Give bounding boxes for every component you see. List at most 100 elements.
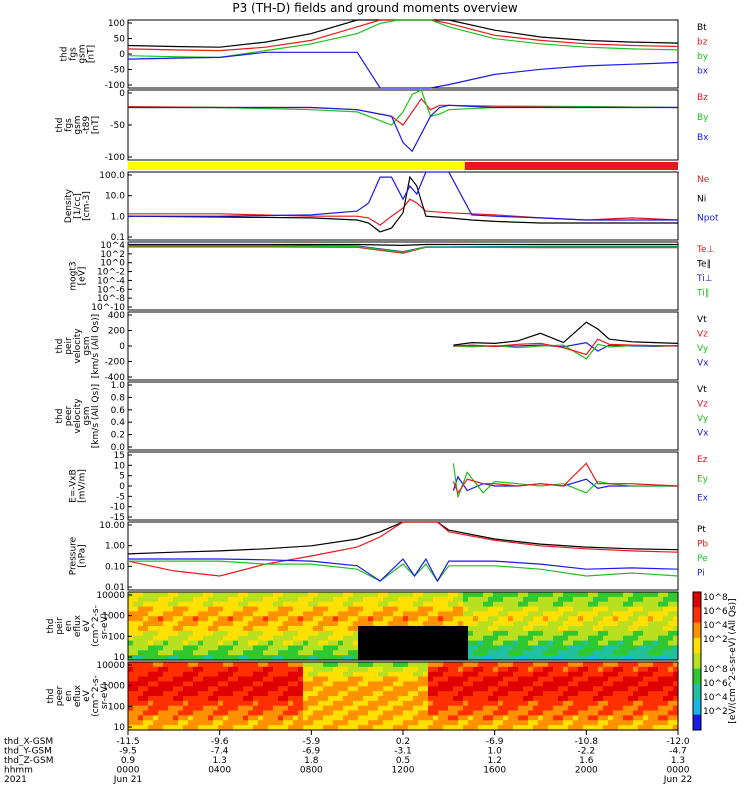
heatmap-cell <box>508 666 514 673</box>
y-axis-label: thdfgsgsm[nT] <box>60 44 97 63</box>
heatmap-cell <box>188 601 194 608</box>
heatmap-cell <box>228 686 234 692</box>
heatmap-cell <box>348 630 354 637</box>
panel-frame <box>127 521 679 591</box>
heatmap-cell <box>578 686 584 692</box>
heatmap-cell <box>308 650 314 656</box>
heatmap-cell <box>233 640 239 647</box>
heatmap-cell <box>243 715 249 721</box>
heatmap-cell <box>503 626 509 632</box>
heatmap-cell <box>308 710 314 717</box>
heatmap-cell <box>448 700 454 707</box>
heatmap-cell <box>138 650 144 656</box>
heatmap-cell <box>598 700 604 707</box>
heatmap-cell <box>623 710 629 717</box>
heatmap-cell <box>563 640 569 647</box>
heatmap-cell <box>163 710 169 717</box>
heatmap-cell <box>338 720 344 726</box>
heatmap-cell <box>503 601 509 608</box>
heatmap-cell <box>468 662 474 668</box>
heatmap-cell <box>313 671 319 678</box>
heatmap-cell <box>573 720 579 726</box>
heatmap-cell <box>503 681 509 687</box>
heatmap-cell <box>588 686 594 692</box>
heatmap-cell <box>448 671 454 678</box>
heatmap-cell <box>273 676 279 683</box>
heatmap-cell <box>448 715 454 721</box>
heatmap-cell <box>513 676 519 683</box>
heatmap-cell <box>663 626 669 632</box>
heatmap-cell <box>228 592 234 598</box>
heatmap-cell <box>158 662 164 668</box>
heatmap-cell <box>673 705 679 712</box>
heatmap-cell <box>158 715 164 721</box>
heatmap-cell <box>358 640 364 647</box>
heatmap-cell <box>233 691 239 697</box>
heatmap-cell <box>188 686 194 692</box>
heatmap-cell <box>323 650 329 656</box>
heatmap-cell <box>323 621 329 627</box>
heatmap-cell <box>368 705 374 712</box>
heatmap-cell <box>448 645 454 651</box>
heatmap-cell <box>413 710 419 717</box>
heatmap-cell <box>563 655 569 661</box>
heatmap-cell <box>593 666 599 673</box>
heatmap-cell <box>213 616 219 622</box>
heatmap-cell <box>628 715 634 721</box>
heatmap-cell <box>253 601 259 608</box>
heatmap-cell <box>423 662 429 668</box>
heatmap-cell <box>543 635 549 642</box>
heatmap-cell <box>443 611 449 617</box>
heatmap-cell <box>623 705 629 712</box>
heatmap-cell <box>588 650 594 656</box>
heatmap-cell <box>473 671 479 678</box>
heatmap-cell <box>558 650 564 656</box>
heatmap-cell <box>133 710 139 717</box>
heatmap-cell <box>213 635 219 642</box>
heatmap-cell <box>438 616 444 622</box>
heatmap-cell <box>228 691 234 697</box>
heatmap-cell <box>143 596 149 603</box>
heatmap-cell <box>558 655 564 661</box>
heatmap-cell <box>223 592 229 598</box>
heatmap-cell <box>323 720 329 726</box>
heatmap-cell <box>403 720 409 726</box>
heatmap-cell <box>353 696 359 702</box>
heatmap-cell <box>293 662 299 668</box>
heatmap-cell <box>263 640 269 647</box>
y-tick-label: 400 <box>108 311 125 321</box>
heatmap-cell <box>358 725 364 731</box>
heatmap-cell <box>463 662 469 668</box>
heatmap-cell <box>128 596 134 603</box>
heatmap-cell <box>463 705 469 712</box>
heatmap-cell <box>658 662 664 668</box>
heatmap-cell <box>518 645 524 651</box>
heatmap-cell <box>253 645 259 651</box>
heatmap-cell <box>453 700 459 707</box>
heatmap-cell <box>513 611 519 617</box>
heatmap-cell <box>498 691 504 697</box>
heatmap-cell <box>348 720 354 726</box>
heatmap-cell <box>368 676 374 683</box>
heatmap-cell <box>138 686 144 692</box>
heatmap-cell <box>453 671 459 678</box>
heatmap-cell <box>393 710 399 717</box>
heatmap-cell <box>208 626 214 632</box>
heatmap-cell <box>228 640 234 647</box>
heatmap-cell <box>663 606 669 613</box>
heatmap-cell <box>453 666 459 673</box>
heatmap-cell <box>643 720 649 726</box>
heatmap-cell <box>458 621 464 627</box>
heatmap-cell <box>203 676 209 683</box>
heatmap-cell <box>523 700 529 707</box>
heatmap-cell <box>548 635 554 642</box>
heatmap-cell <box>253 720 259 726</box>
heatmap-cell <box>623 671 629 678</box>
heatmap-cell <box>278 650 284 656</box>
heatmap-cell <box>273 655 279 661</box>
heatmap-cell <box>368 650 374 656</box>
heatmap-cell <box>578 720 584 726</box>
heatmap-cell <box>538 720 544 726</box>
heatmap-cell <box>443 596 449 603</box>
heatmap-cell <box>433 691 439 697</box>
